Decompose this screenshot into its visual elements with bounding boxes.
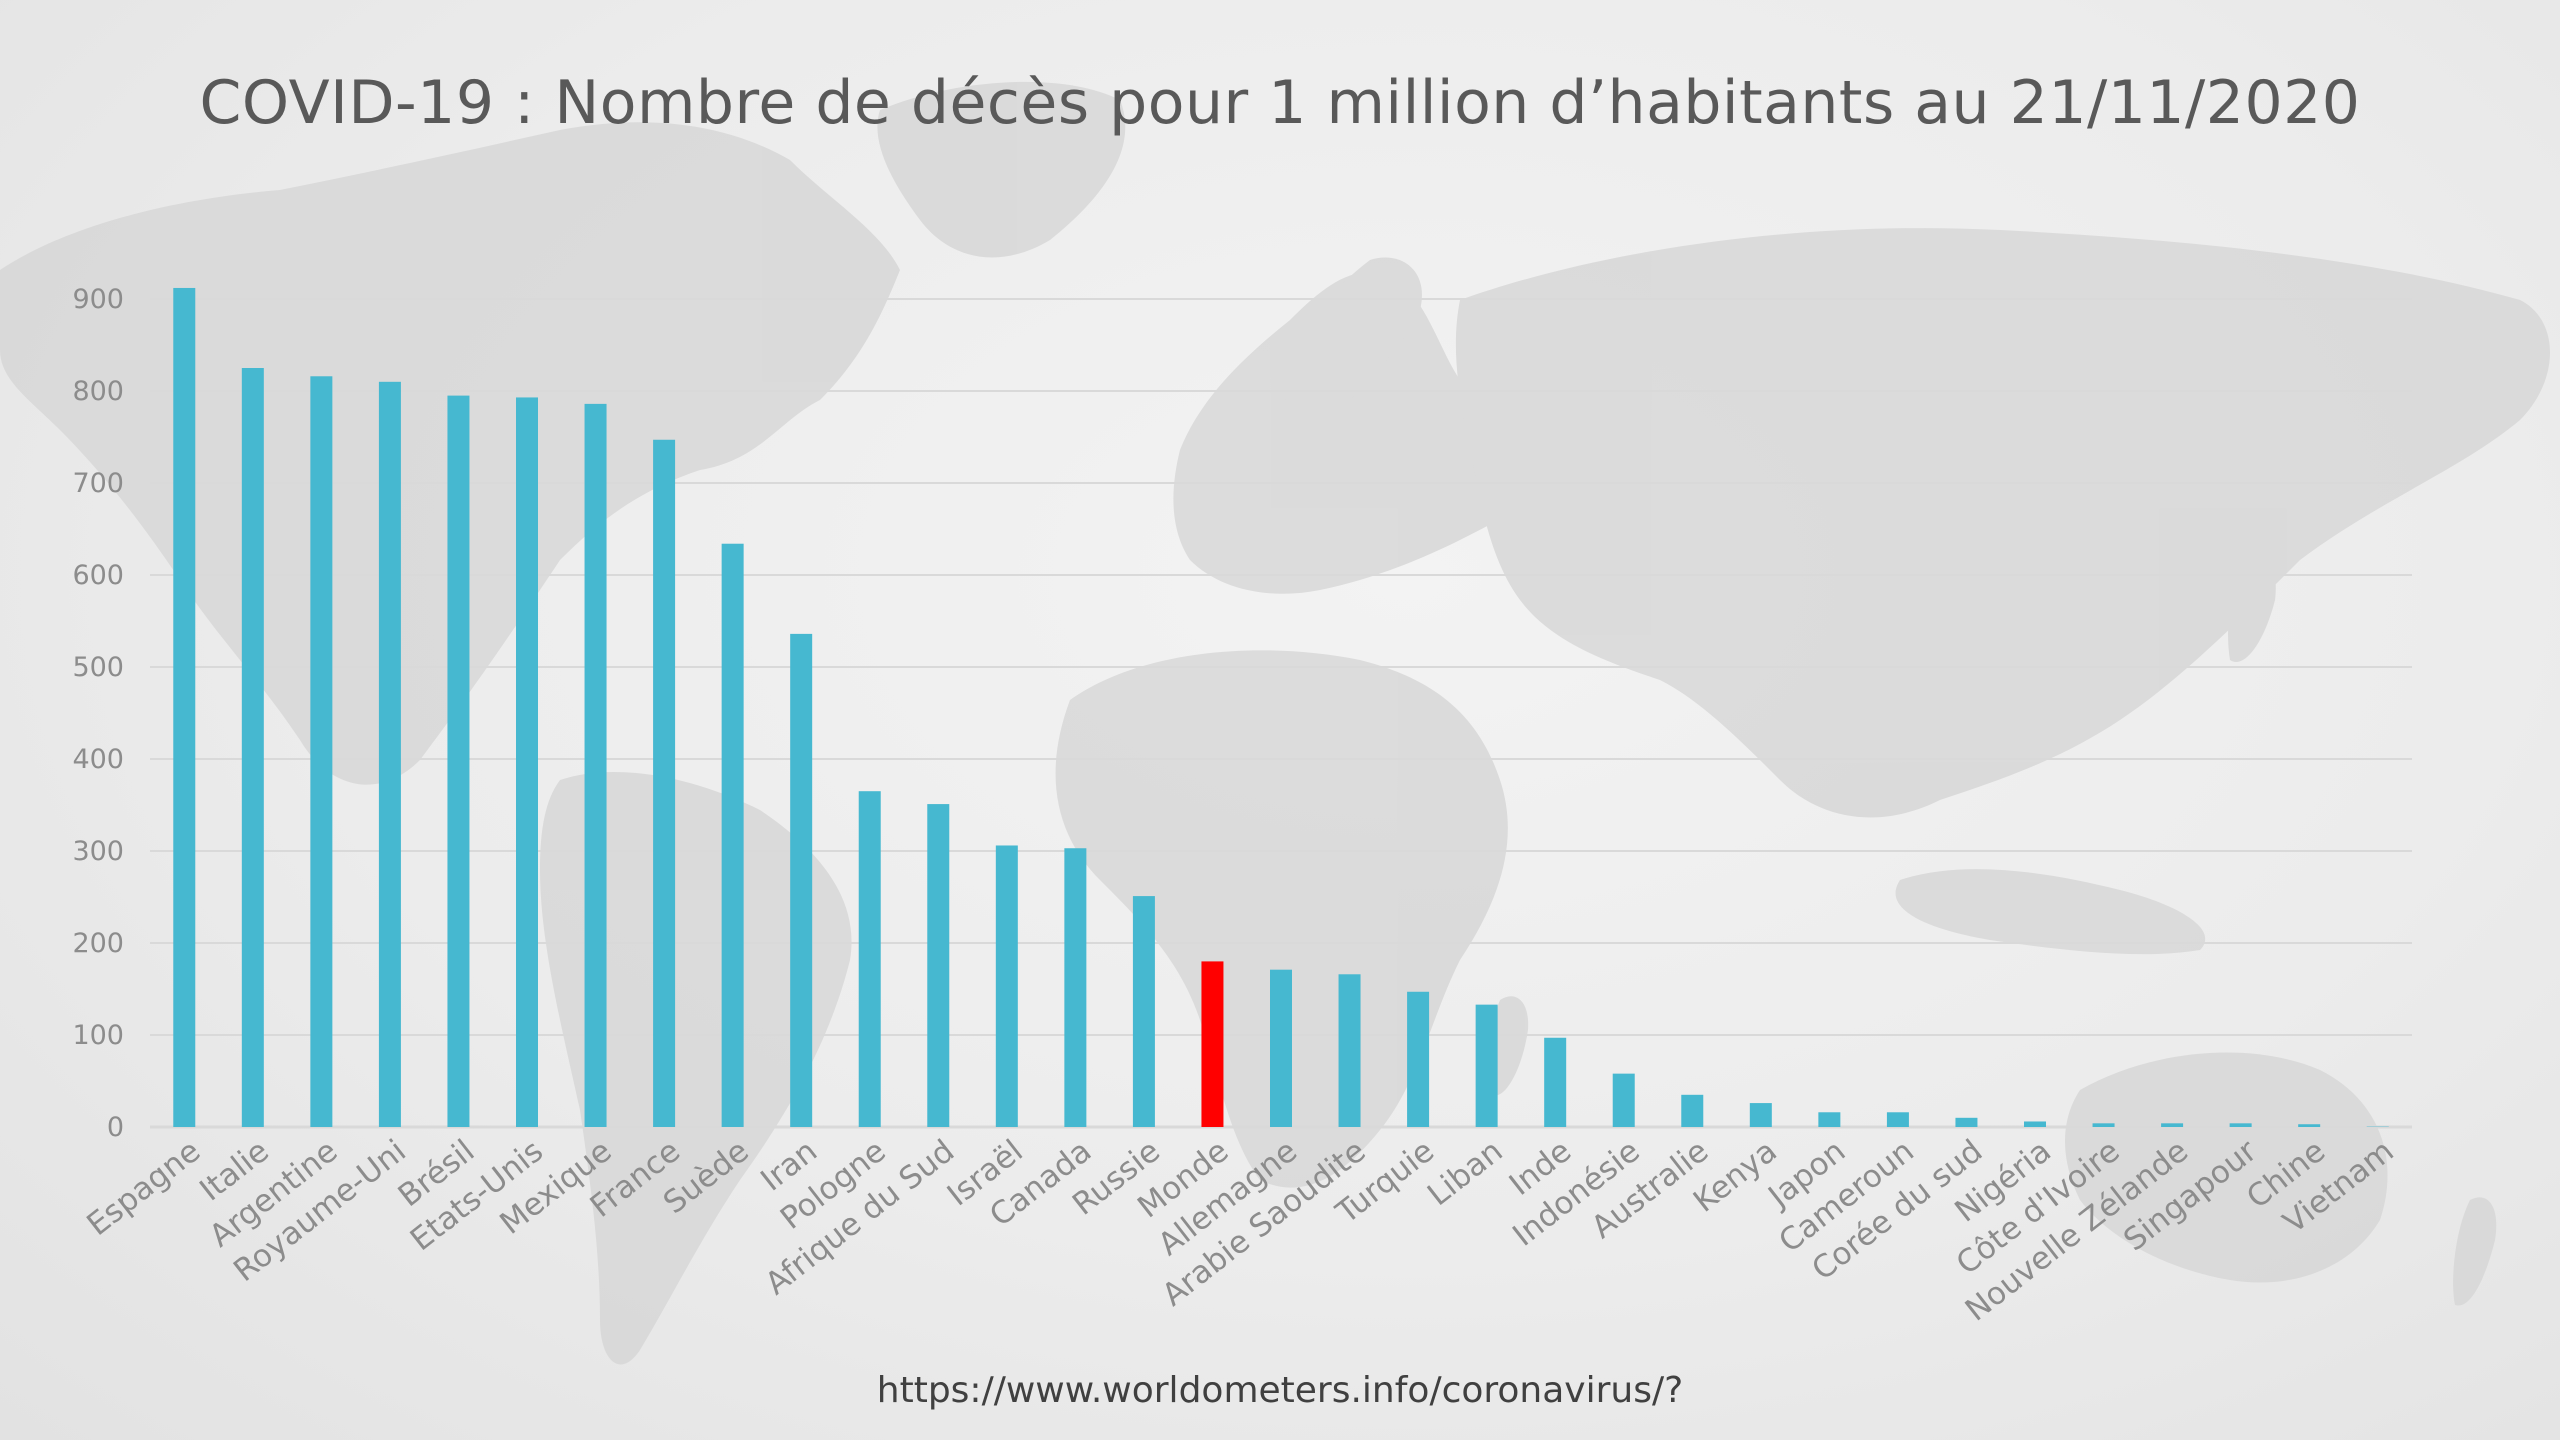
bar: [2024, 1121, 2046, 1127]
bar: [1407, 991, 1430, 1127]
scandinavia-shape: [1280, 257, 1422, 414]
bar: [1612, 1073, 1635, 1127]
y-tick-label: 900: [72, 284, 124, 315]
bar: [653, 439, 676, 1127]
y-tick-label: 800: [72, 376, 124, 407]
y-axis-ticks: 0 100 200 300 400 500 600 700 800 900: [72, 284, 124, 1143]
bar: [1270, 969, 1292, 1127]
bar: [516, 397, 538, 1127]
bar: [2092, 1123, 2115, 1127]
bar: [310, 376, 333, 1127]
bar: [1955, 1117, 1978, 1127]
y-tick-label: 200: [72, 928, 124, 959]
bar: [447, 395, 470, 1128]
bar: [1886, 1112, 1909, 1127]
bar: [721, 543, 744, 1127]
bar: [2161, 1123, 2184, 1127]
y-tick-label: 400: [72, 744, 124, 775]
bar: [927, 804, 950, 1127]
bar: [1132, 896, 1155, 1127]
bars: [173, 287, 2389, 1128]
y-tick-label: 100: [72, 1020, 124, 1051]
new-zealand-shape: [2453, 1197, 2497, 1306]
bar: [1475, 1004, 1498, 1127]
source-url[interactable]: https://www.worldometers.info/coronaviru…: [876, 1370, 1684, 1411]
bar: [1544, 1037, 1567, 1127]
bar: [790, 633, 813, 1127]
japan-shape: [2228, 552, 2276, 662]
x-tick-label: Liban: [1421, 1133, 1510, 1213]
bar: [2229, 1123, 2252, 1127]
bar: [1818, 1112, 1841, 1127]
bar: [1681, 1094, 1704, 1127]
bar: [173, 287, 196, 1128]
y-tick-label: 0: [107, 1112, 124, 1143]
indonesia-shape: [1895, 869, 2206, 955]
y-tick-label: 300: [72, 836, 124, 867]
bar: [1201, 961, 1224, 1127]
bar: [1064, 848, 1087, 1127]
bar: [858, 791, 881, 1127]
y-tick-label: 500: [72, 652, 124, 683]
y-tick-label: 700: [72, 468, 124, 499]
bar: [1749, 1103, 1772, 1127]
africa-shape: [1055, 650, 1508, 1188]
x-axis-labels: EspagneItalieArgentineRoyaume-UniBrésilE…: [80, 1133, 2400, 1329]
bar: [1338, 974, 1361, 1127]
bar: [378, 381, 401, 1127]
south-america-shape: [540, 771, 852, 1365]
australia-shape: [2065, 1052, 2388, 1283]
bar: [584, 403, 607, 1127]
x-tick-label: Espagne: [80, 1133, 207, 1243]
y-tick-label: 600: [72, 560, 124, 591]
bar: [241, 368, 264, 1127]
bar: [2298, 1124, 2321, 1127]
chart-title: COVID-19 : Nombre de décès pour 1 millio…: [199, 68, 2361, 138]
bar: [995, 845, 1018, 1127]
europe-shape: [1173, 272, 1560, 594]
asia-shape: [1455, 228, 2550, 818]
greenland-shape: [877, 81, 1126, 258]
